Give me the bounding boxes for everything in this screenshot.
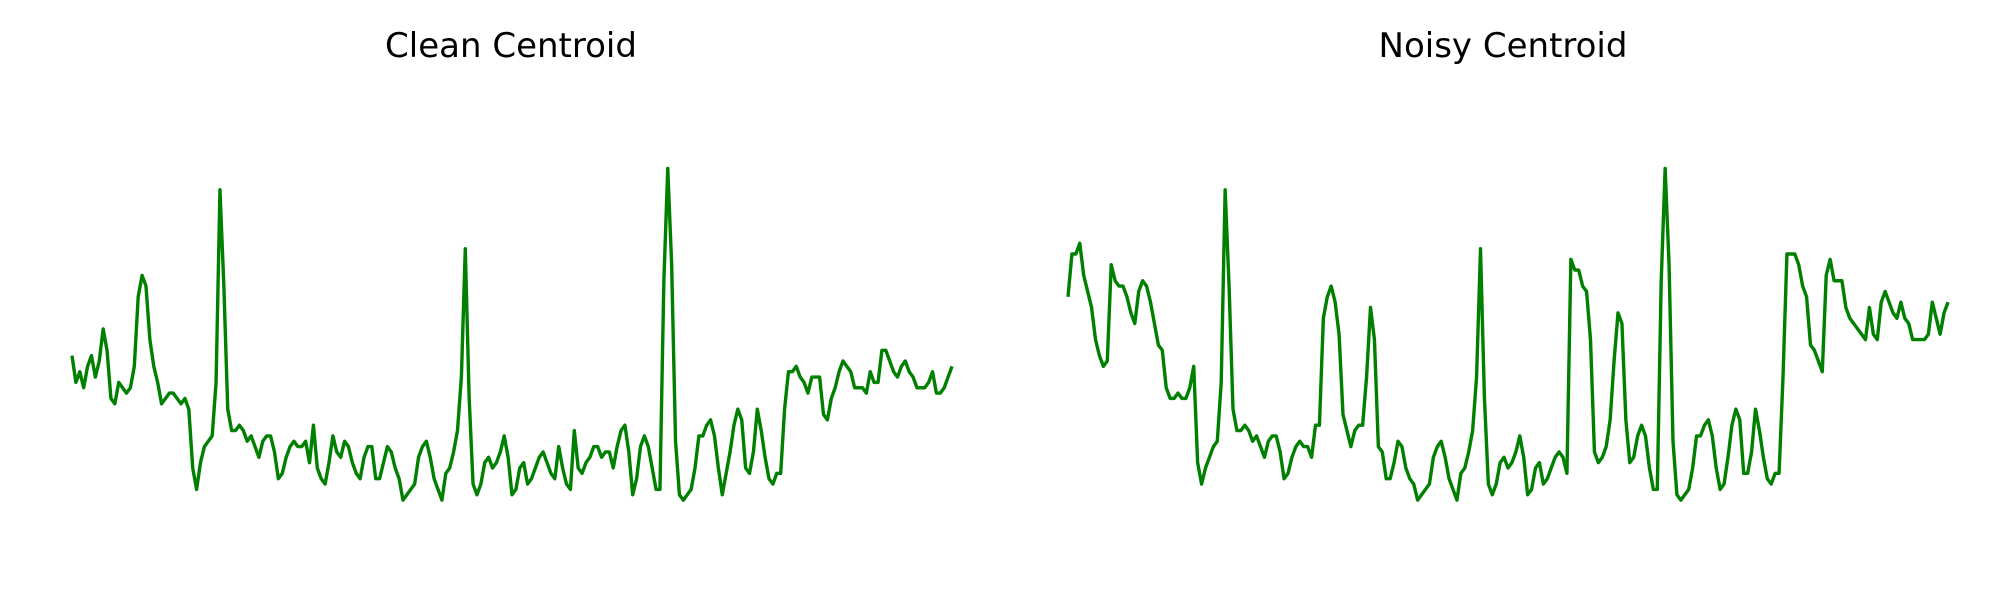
noisy-centroid-plot-area <box>1066 166 1950 502</box>
clean-centroid-plot-area <box>70 166 954 502</box>
clean-centroid-title: Clean Centroid <box>385 26 637 66</box>
noisy-centroid-line <box>1066 166 1950 502</box>
noisy-centroid-title: Noisy Centroid <box>1379 26 1628 66</box>
clean-centroid-line <box>70 166 954 502</box>
noisy-centroid-chart: Noisy Centroid <box>1066 26 1950 502</box>
clean-centroid-chart: Clean Centroid <box>70 26 954 502</box>
